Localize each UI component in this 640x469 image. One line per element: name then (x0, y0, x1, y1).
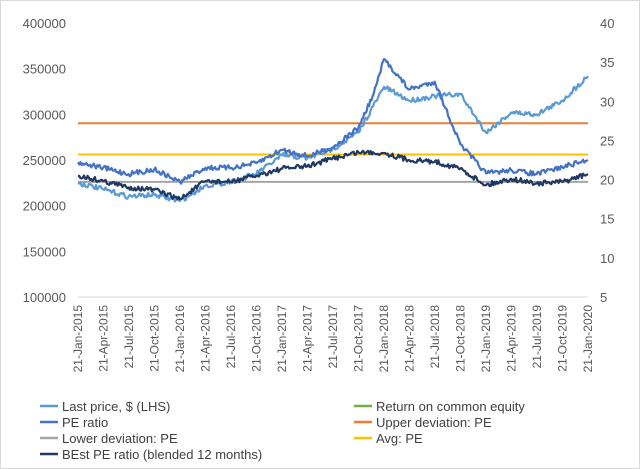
x-tick-label: 21-Apr-2016 (199, 305, 213, 372)
y-axis-right-ticks: 5 10 15 20 25 30 35 40 (600, 16, 614, 305)
x-tick-label: 21-Apr-2019 (505, 305, 519, 372)
x-tick-label: 21-Jan-2017 (275, 305, 289, 373)
y-left-tick-label: 150000 (23, 244, 66, 259)
y-left-tick-label: 350000 (23, 62, 66, 77)
x-tick-label: 21-Jan-2018 (377, 305, 391, 373)
reference-lines (78, 122, 588, 183)
y-left-tick-label: 200000 (23, 199, 66, 214)
y-left-tick-label: 400000 (23, 16, 66, 31)
x-tick-label: 21-Jan-2019 (479, 305, 493, 373)
last-price-lhs-line (77, 75, 589, 203)
best-pe-ratio-blended-12-months-line (77, 149, 589, 201)
legend-label: PE ratio (62, 415, 108, 430)
y-right-tick-label: 25 (600, 133, 614, 148)
y-left-tick-label: 100000 (23, 290, 66, 305)
y-right-tick-label: 20 (600, 173, 614, 188)
x-tick-label: 21-Oct-2019 (556, 305, 570, 372)
legend-label: Lower deviation: PE (62, 431, 178, 446)
x-tick-label: 21-Jan-2020 (581, 305, 595, 373)
y-right-tick-label: 10 (600, 251, 614, 266)
y-axis-left-ticks: 100000 150000 200000 250000 300000 350000 4000… (23, 16, 66, 305)
pe-ratio-line (77, 57, 589, 185)
y-left-tick-label: 250000 (23, 153, 66, 168)
legend-label: BEst PE ratio (blended 12 months) (62, 447, 262, 462)
x-tick-label: 21-Apr-2015 (97, 305, 111, 372)
y-left-tick-label: 300000 (23, 107, 66, 122)
x-tick-label: 21-Jan-2015 (71, 305, 85, 373)
y-right-tick-label: 35 (600, 55, 614, 70)
legend-label: Last price, $ (LHS) (62, 399, 170, 414)
y-right-tick-label: 30 (600, 94, 614, 109)
x-tick-label: 21-Oct-2015 (148, 305, 162, 372)
x-tick-label: 21-Oct-2017 (352, 305, 366, 372)
series-lines (77, 57, 589, 203)
y-right-tick-label: 5 (600, 290, 607, 305)
x-tick-label: 21-Apr-2018 (403, 305, 417, 372)
x-tick-label: 21-Jul-2015 (122, 305, 136, 369)
x-tick-label: 21-Jul-2017 (326, 305, 340, 369)
legend-label: Avg: PE (376, 431, 423, 446)
y-right-tick-label: 15 (600, 212, 614, 227)
x-tick-label: 21-Jul-2019 (530, 305, 544, 369)
x-tick-label: 21-Jan-2016 (173, 305, 187, 373)
x-tick-label: 21-Apr-2017 (301, 305, 315, 372)
legend-label: Return on common equity (376, 399, 525, 414)
x-tick-label: 21-Jul-2018 (428, 305, 442, 369)
y-right-tick-label: 40 (600, 16, 614, 31)
legend-label: Upper deviation: PE (376, 415, 492, 430)
legend: Last price, $ (LHS) Return on common equi… (40, 399, 525, 462)
x-axis-ticks: 21-Jan-2015 21-Apr-2015 21-Jul-2015 21-Oct-… (71, 305, 595, 373)
x-tick-label: 21-Jul-2016 (224, 305, 238, 369)
x-tick-label: 21-Oct-2018 (454, 305, 468, 372)
x-tick-label: 21-Oct-2016 (250, 305, 264, 372)
